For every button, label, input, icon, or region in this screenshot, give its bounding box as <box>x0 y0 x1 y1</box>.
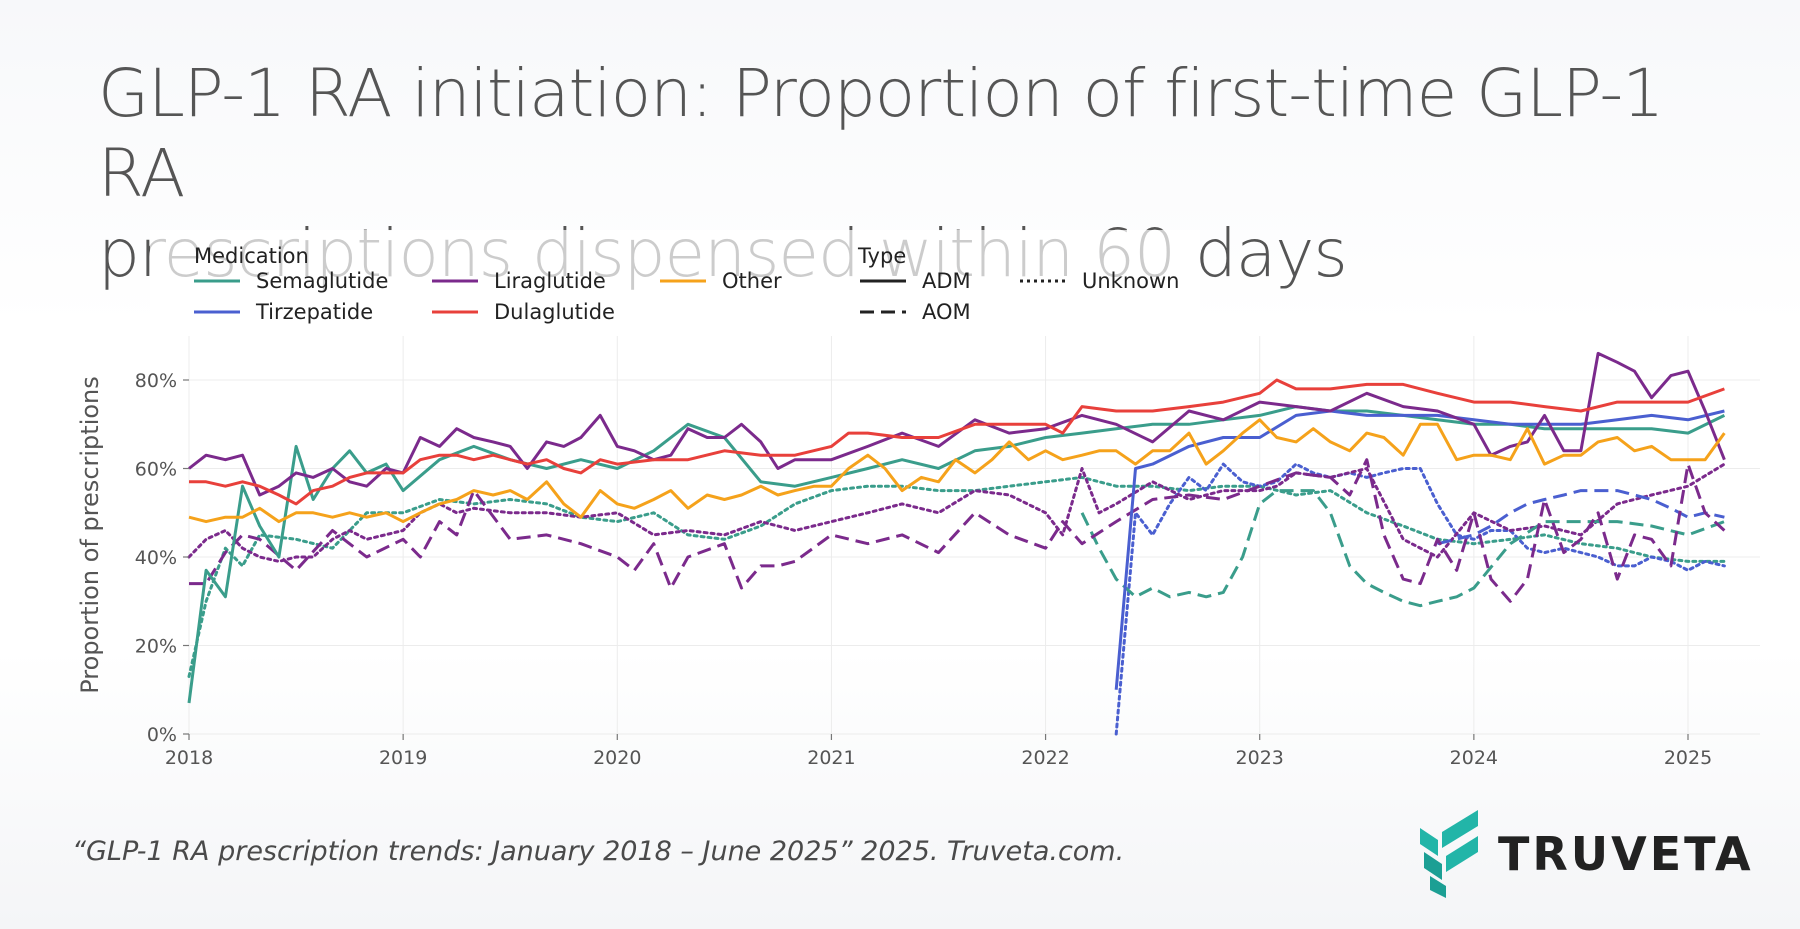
series-line-tirzepatide-adm <box>1114 409 1725 690</box>
x-tick-label: 2019 <box>379 747 427 769</box>
series-line-semaglutide-adm <box>187 405 1726 704</box>
x-tick-label: 2022 <box>1021 747 1069 769</box>
series-line-semaglutide-unknown <box>187 475 1726 678</box>
y-tick-label: 0% <box>147 724 177 746</box>
legend-item-other: Other <box>722 269 782 293</box>
x-tick-label: 2025 <box>1664 747 1712 769</box>
legend-type-title: Type <box>857 244 906 268</box>
x-tick-label: 2020 <box>593 747 641 769</box>
series-line-other-adm <box>188 418 1726 524</box>
x-tick-label: 2023 <box>1236 747 1284 769</box>
legend-background <box>150 230 1200 336</box>
x-tick-label: 2018 <box>165 747 213 769</box>
legend-item-adm: ADM <box>922 269 971 293</box>
legend-item-semaglutide: Semaglutide <box>256 269 388 293</box>
y-tick-label: 40% <box>135 547 177 569</box>
series-line-liraglutide-adm <box>188 351 1726 497</box>
y-tick-label: 80% <box>135 370 177 392</box>
series-group <box>187 351 1726 736</box>
series-line-semaglutide-aom <box>1080 489 1725 608</box>
series-line-liraglutide-aom <box>189 458 1726 603</box>
y-tick-label: 60% <box>135 459 177 481</box>
line-chart: Medication Type Semaglutide Liraglutide Ot… <box>76 230 1760 769</box>
legend-item-tirzepatide: Tirzepatide <box>255 300 373 324</box>
x-tick-label: 2024 <box>1450 747 1498 769</box>
truveta-chevron-logo-icon <box>1420 810 1478 898</box>
logo-text: TRUVETA <box>1498 827 1754 881</box>
axes: 2018 2019 2020 2021 2022 2023 2024 2025 0% 20% 40%… <box>135 370 1712 769</box>
legend: Medication Type Semaglutide Liraglutide Ot… <box>150 230 1200 336</box>
y-axis-label: Proportion of prescriptions <box>76 376 104 694</box>
citation: “GLP-1 RA prescription trends: January 2… <box>72 836 1125 867</box>
legend-medication-title: Medication <box>194 244 309 268</box>
y-tick-label: 20% <box>135 636 177 658</box>
legend-item-dulaglutide: Dulaglutide <box>494 300 615 324</box>
x-tick-label: 2021 <box>807 747 855 769</box>
series-line-dulaglutide-adm <box>189 378 1725 506</box>
series-line-liraglutide-unknown <box>187 462 1726 563</box>
truveta-logo: TRUVETA <box>1420 810 1754 898</box>
title-line-1: GLP-1 RA initiation: Proportion of first… <box>98 55 1664 212</box>
legend-item-liraglutide: Liraglutide <box>494 269 606 293</box>
grid <box>188 336 1760 735</box>
legend-item-unknown: Unknown <box>1082 269 1179 293</box>
series-line-tirzepatide-unknown <box>1114 462 1726 736</box>
legend-item-aom: AOM <box>922 300 971 324</box>
